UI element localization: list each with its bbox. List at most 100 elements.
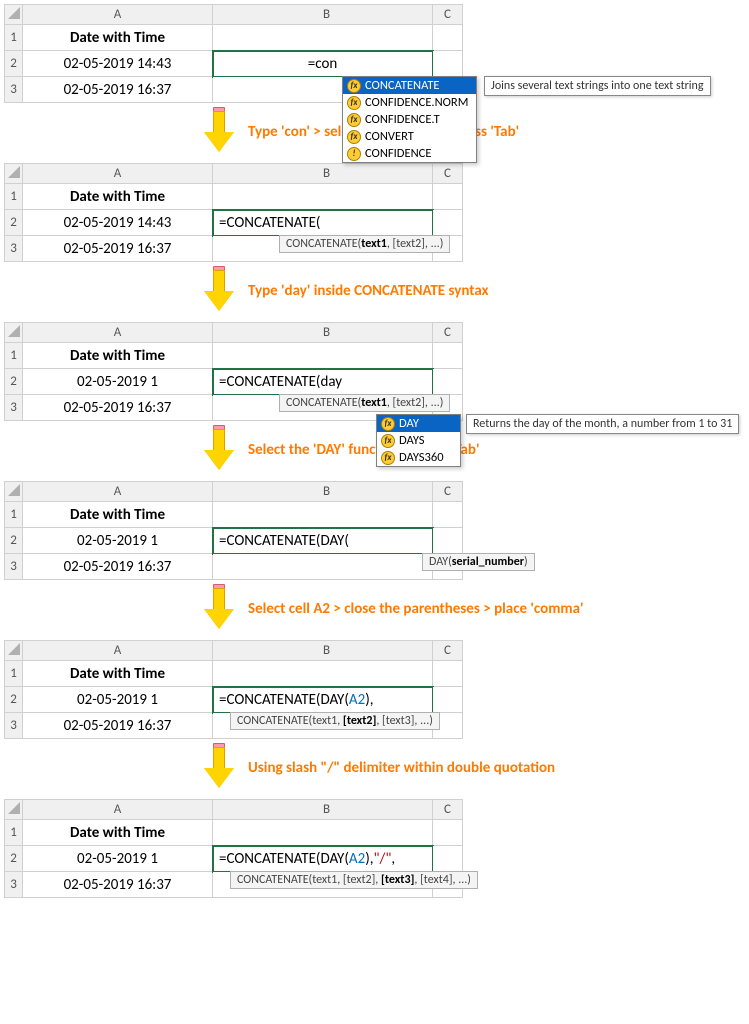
row-header-3[interactable]: 3 (5, 395, 23, 421)
cell-C1[interactable] (433, 820, 463, 846)
corner-header[interactable] (5, 5, 23, 25)
corner-header[interactable] (5, 800, 23, 820)
row-header-1[interactable]: 1 (5, 25, 23, 51)
autocomplete-item[interactable]: fxCONFIDENCE.T (343, 111, 476, 128)
row-header-3[interactable]: 3 (5, 77, 23, 103)
row-header-2[interactable]: 2 (5, 846, 23, 872)
cell-B1[interactable] (213, 184, 433, 210)
cell-A1[interactable]: Date with Time (23, 343, 213, 369)
col-header-B[interactable]: B (213, 164, 433, 184)
cell-C2[interactable] (433, 528, 463, 554)
cell-C2[interactable] (433, 51, 463, 77)
col-header-B[interactable]: B (213, 323, 433, 343)
cell-A2-referenced[interactable]: 02-05-2019 1 (23, 846, 213, 872)
col-header-C[interactable]: C (433, 5, 463, 25)
col-header-B[interactable]: B (213, 5, 433, 25)
cell-B2-active[interactable]: =CONCATENATE( (213, 210, 433, 236)
select-all-icon[interactable] (8, 325, 20, 337)
col-header-B[interactable]: B (213, 482, 433, 502)
row-header-1[interactable]: 1 (5, 661, 23, 687)
col-header-C[interactable]: C (433, 323, 463, 343)
autocomplete-dropdown[interactable]: fxCONCATENATEfxCONFIDENCE.NORMfxCONFIDEN… (342, 76, 477, 163)
cell-B1[interactable] (213, 25, 433, 51)
row-header-3[interactable]: 3 (5, 554, 23, 580)
autocomplete-item[interactable]: fxCONCATENATE (343, 77, 476, 94)
cell-A3[interactable]: 02-05-2019 16:37 (23, 77, 213, 103)
col-header-B[interactable]: B (213, 641, 433, 661)
cell-C2[interactable] (433, 687, 463, 713)
autocomplete-item[interactable]: fxDAYS360 (377, 449, 460, 466)
cell-A2[interactable]: 02-05-2019 1 (23, 528, 213, 554)
autocomplete-dropdown[interactable]: fxDAYfxDAYSfxDAYS360 (376, 414, 461, 467)
autocomplete-item[interactable]: fxDAY (377, 415, 460, 432)
cell-B1[interactable] (213, 820, 433, 846)
col-header-A[interactable]: A (23, 323, 213, 343)
cell-B1[interactable] (213, 502, 433, 528)
cell-B2-active[interactable]: =CONCATENATE(day (213, 369, 433, 395)
cell-C1[interactable] (433, 25, 463, 51)
cell-C1[interactable] (433, 184, 463, 210)
cell-A2[interactable]: 02-05-2019 1 (23, 369, 213, 395)
select-all-icon[interactable] (8, 7, 20, 19)
corner-header[interactable] (5, 323, 23, 343)
corner-header[interactable] (5, 641, 23, 661)
cell-C2[interactable] (433, 210, 463, 236)
cell-B3[interactable] (213, 554, 433, 580)
cell-C1[interactable] (433, 343, 463, 369)
select-all-icon[interactable] (8, 484, 20, 496)
row-header-1[interactable]: 1 (5, 184, 23, 210)
row-header-3[interactable]: 3 (5, 872, 23, 898)
row-header-2[interactable]: 2 (5, 210, 23, 236)
select-all-icon[interactable] (8, 643, 20, 655)
col-header-A[interactable]: A (23, 482, 213, 502)
col-header-A[interactable]: A (23, 164, 213, 184)
cell-A1[interactable]: Date with Time (23, 820, 213, 846)
cell-C2[interactable] (433, 846, 463, 872)
cell-B2-active[interactable]: =CONCATENATE(DAY(A2), (213, 687, 433, 713)
row-header-2[interactable]: 2 (5, 528, 23, 554)
col-header-A[interactable]: A (23, 5, 213, 25)
corner-header[interactable] (5, 164, 23, 184)
cell-A3[interactable]: 02-05-2019 16:37 (23, 713, 213, 739)
col-header-B[interactable]: B (213, 800, 433, 820)
select-all-icon[interactable] (8, 802, 20, 814)
col-header-C[interactable]: C (433, 800, 463, 820)
cell-B1[interactable] (213, 661, 433, 687)
corner-header[interactable] (5, 482, 23, 502)
col-header-A[interactable]: A (23, 800, 213, 820)
cell-C2[interactable] (433, 369, 463, 395)
row-header-1[interactable]: 1 (5, 502, 23, 528)
autocomplete-item[interactable]: CONFIDENCE (343, 145, 476, 162)
cell-C1[interactable] (433, 661, 463, 687)
col-header-C[interactable]: C (433, 482, 463, 502)
cell-A3[interactable]: 02-05-2019 16:37 (23, 872, 213, 898)
autocomplete-item[interactable]: fxDAYS (377, 432, 460, 449)
row-header-1[interactable]: 1 (5, 820, 23, 846)
col-header-C[interactable]: C (433, 641, 463, 661)
col-header-C[interactable]: C (433, 164, 463, 184)
cell-A1[interactable]: Date with Time (23, 184, 213, 210)
cell-B2-active[interactable]: =CONCATENATE(DAY( (213, 528, 433, 554)
cell-A1[interactable]: Date with Time (23, 25, 213, 51)
col-header-A[interactable]: A (23, 641, 213, 661)
row-header-2[interactable]: 2 (5, 369, 23, 395)
cell-B2-active[interactable]: =con (213, 51, 433, 77)
select-all-icon[interactable] (8, 166, 20, 178)
cell-A3[interactable]: 02-05-2019 16:37 (23, 395, 213, 421)
cell-A2[interactable]: 02-05-2019 14:43 (23, 210, 213, 236)
cell-B2-active[interactable]: =CONCATENATE(DAY(A2),"/", (213, 846, 433, 872)
cell-A3[interactable]: 02-05-2019 16:37 (23, 236, 213, 262)
row-header-2[interactable]: 2 (5, 51, 23, 77)
cell-A3[interactable]: 02-05-2019 16:37 (23, 554, 213, 580)
cell-C1[interactable] (433, 502, 463, 528)
row-header-1[interactable]: 1 (5, 343, 23, 369)
autocomplete-item[interactable]: fxCONFIDENCE.NORM (343, 94, 476, 111)
row-header-3[interactable]: 3 (5, 713, 23, 739)
cell-A1[interactable]: Date with Time (23, 661, 213, 687)
row-header-3[interactable]: 3 (5, 236, 23, 262)
cell-B1[interactable] (213, 343, 433, 369)
autocomplete-item[interactable]: fxCONVERT (343, 128, 476, 145)
row-header-2[interactable]: 2 (5, 687, 23, 713)
cell-A2-referenced[interactable]: 02-05-2019 1 (23, 687, 213, 713)
cell-A1[interactable]: Date with Time (23, 502, 213, 528)
